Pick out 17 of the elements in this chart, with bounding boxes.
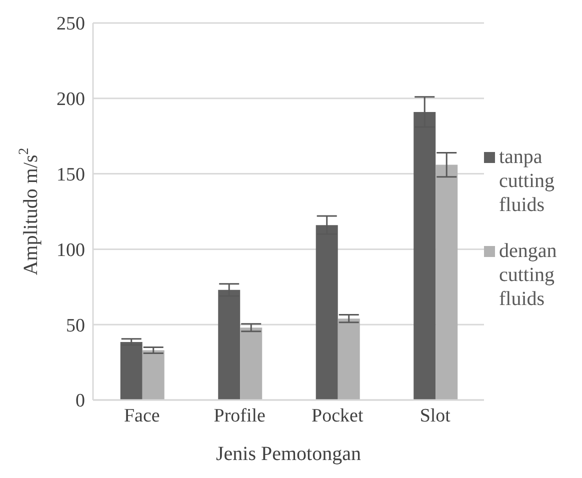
legend-label: dengan cutting fluids (499, 239, 558, 311)
y-tick-label: 250 (56, 14, 85, 35)
bar (338, 318, 360, 400)
x-tick-label: Slot (420, 405, 452, 426)
y-tick-label: 150 (56, 164, 85, 186)
legend-label: tanpa cutting fluids (499, 145, 556, 217)
x-tick-label: Face (124, 405, 160, 426)
bar (142, 350, 164, 400)
y-tick-label: 200 (56, 89, 85, 110)
x-axis-title: Jenis Pemotongan (216, 443, 361, 465)
bar (436, 164, 458, 400)
x-tick-label: Pocket (312, 405, 364, 426)
x-tick-label: Profile (214, 405, 266, 426)
bar (240, 328, 262, 400)
y-tick-label: 100 (56, 240, 85, 261)
y-tick-label: 50 (66, 315, 85, 336)
y-tick-label: 0 (76, 390, 85, 412)
